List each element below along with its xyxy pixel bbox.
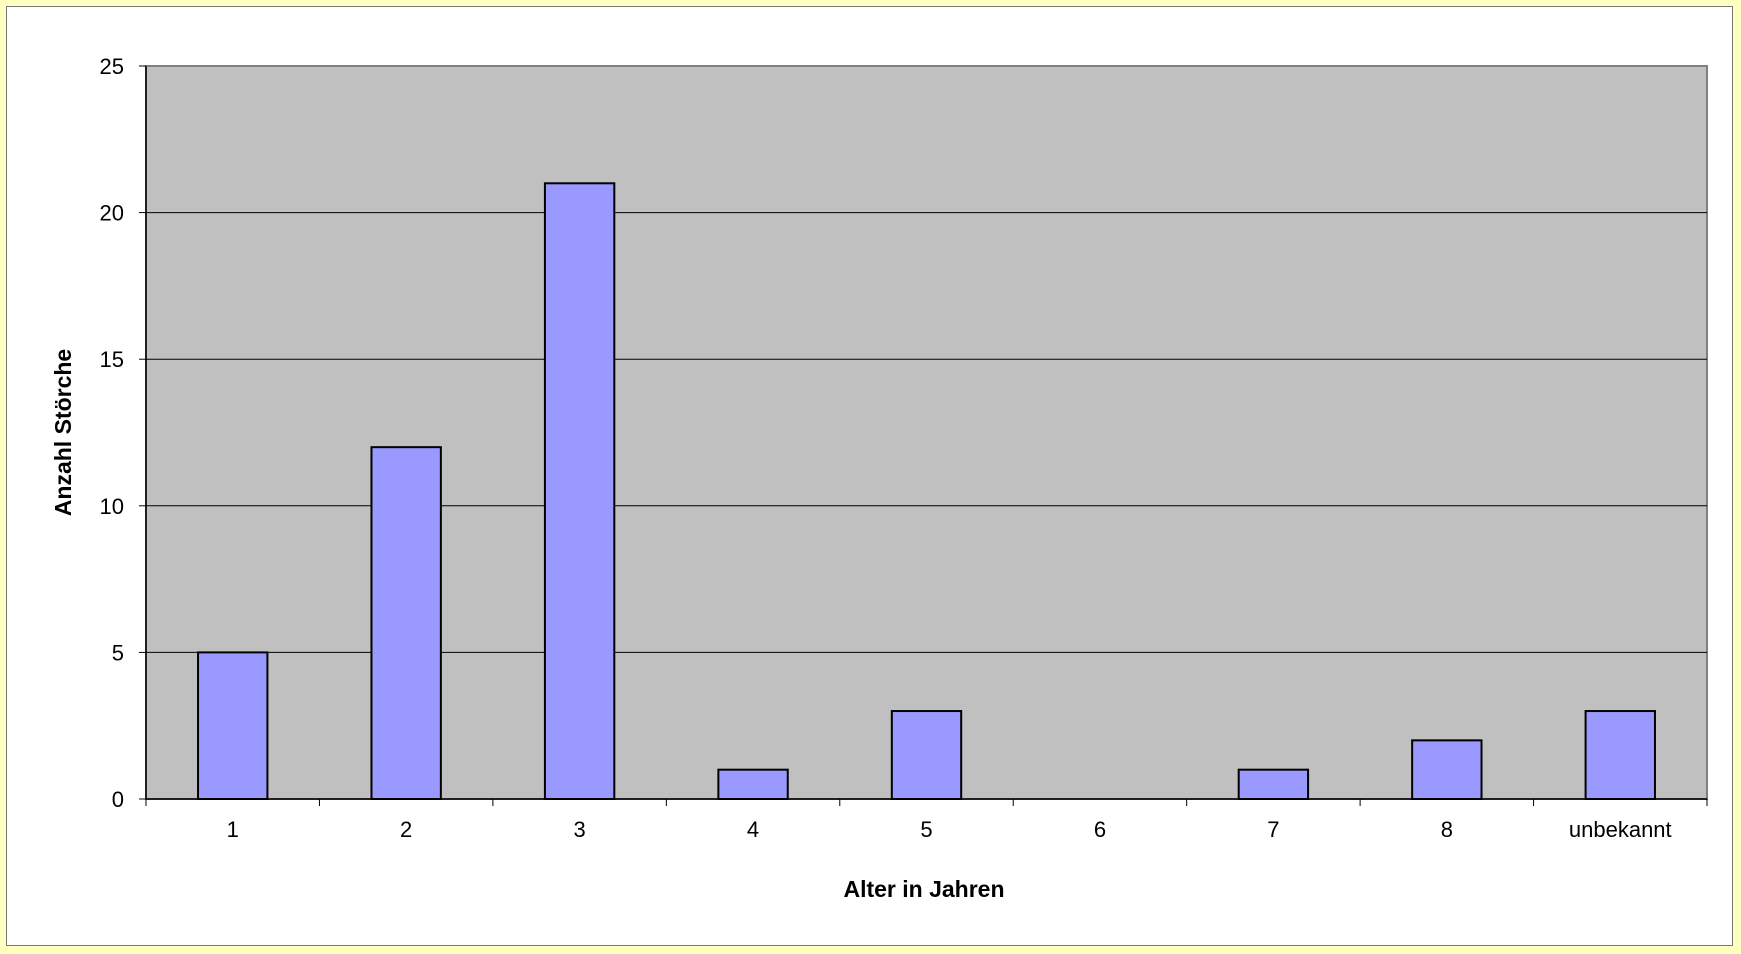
bar-7 [1237, 768, 1310, 800]
x-tick-label: 1 [227, 817, 239, 842]
bar-3 [543, 182, 616, 800]
bar-8 [1411, 739, 1483, 800]
y-tick-label: 5 [112, 640, 124, 665]
axes [139, 65, 1708, 806]
x-tick-label: 7 [1267, 817, 1279, 842]
x-tick-labels: 1 2 3 4 5 6 7 8 unbekannt [227, 817, 1672, 842]
x-tick-label: 3 [573, 817, 585, 842]
y-tick-labels: 0 5 10 15 20 25 [100, 54, 124, 812]
x-tick-label: 4 [747, 817, 759, 842]
y-tick-label: 10 [100, 494, 124, 519]
bar-1 [197, 651, 269, 801]
bars [197, 182, 1656, 801]
x-tick-label: 2 [400, 817, 412, 842]
bar-unbekannt [1584, 710, 1656, 800]
y-tick-label: 0 [112, 787, 124, 812]
y-tick-label: 25 [100, 54, 124, 79]
bar-2 [370, 446, 442, 800]
y-tick-label: 15 [100, 347, 124, 372]
y-tick-label: 20 [100, 201, 124, 226]
x-tick-label: 6 [1094, 817, 1106, 842]
x-tick-label: 8 [1441, 817, 1453, 842]
y-axis-title: Anzahl Störche [50, 349, 76, 516]
x-tick-label: unbekannt [1569, 817, 1672, 842]
x-tick-label: 5 [920, 817, 932, 842]
bar-5 [890, 710, 963, 800]
bar-4 [717, 768, 789, 800]
x-axis-title: Alter in Jahren [843, 876, 1004, 902]
